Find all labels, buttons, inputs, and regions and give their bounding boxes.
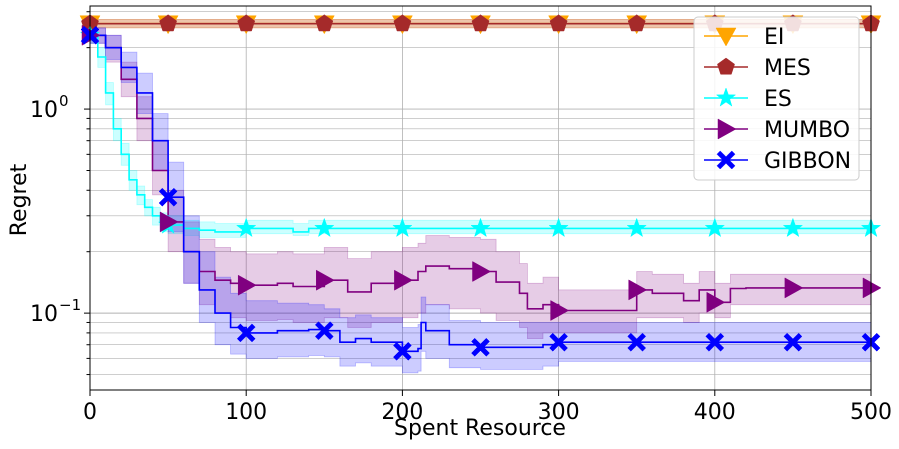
marker-mes (549, 14, 568, 32)
marker-mumbo (862, 277, 882, 299)
marker-es (626, 217, 647, 238)
x-tick-label: 400 (694, 400, 736, 425)
marker-mumbo (159, 211, 179, 233)
marker-gibbon (471, 337, 490, 357)
legend-marker-ei (715, 27, 737, 47)
marker-mes (159, 14, 177, 32)
y-tick-base: 10 (30, 98, 58, 123)
legend-label-mes: MES (764, 56, 811, 81)
marker-es (782, 217, 804, 238)
legend-marker-mumbo (717, 118, 737, 140)
x-tick-label: 300 (538, 400, 580, 425)
y-tick-base: 10 (30, 302, 58, 327)
legend-label-ei: EI (764, 25, 784, 50)
marker-mes (315, 14, 334, 32)
x-tick-label: 100 (225, 400, 267, 425)
marker-mumbo (628, 279, 648, 301)
x-axis-label: Spent Resource (394, 416, 566, 441)
legend-label-gibbon: GIBBON (764, 149, 851, 174)
legend-marker-gibbon (716, 150, 736, 170)
marker-mumbo (237, 274, 257, 296)
marker-mes (393, 14, 412, 32)
marker-es (548, 217, 569, 238)
legend-box (693, 16, 860, 181)
line-es (90, 34, 871, 233)
y-tick-label: 10 −1 (30, 296, 81, 327)
marker-mumbo (472, 261, 492, 282)
legend-marker-mes (717, 57, 735, 75)
marker-gibbon (236, 323, 256, 343)
marker-mumbo (550, 300, 570, 321)
marker-mes (471, 14, 490, 32)
marker-gibbon (783, 332, 803, 352)
y-tick-exponent: −1 (59, 296, 81, 314)
plot-frame (89, 5, 872, 391)
marker-mumbo (316, 269, 335, 291)
marker-gibbon (549, 332, 568, 352)
marker-es (235, 217, 257, 238)
legend-marker-es (715, 87, 737, 107)
marker-gibbon (627, 332, 647, 352)
x-tick-label: 200 (381, 400, 423, 425)
legend-label-mumbo: MUMBO (764, 118, 850, 143)
marker-es (314, 217, 335, 238)
marker-gibbon (393, 341, 412, 361)
legend-label-es: ES (764, 87, 792, 112)
marker-mumbo (706, 291, 726, 313)
marker-mumbo (394, 269, 413, 291)
marker-mes (627, 14, 646, 32)
x-tick-label: 500 (850, 400, 892, 425)
y-axis-label: Regret (7, 163, 32, 236)
line-gibbon (90, 34, 871, 353)
marker-es (470, 217, 491, 238)
legend: EI MES ES MUMBO GIBBON (693, 16, 860, 181)
y-tick-label: 10 0 (30, 92, 69, 123)
marker-gibbon (314, 321, 334, 341)
y-tick-exponent: 0 (59, 92, 69, 110)
marker-gibbon (705, 332, 725, 352)
marker-es (392, 217, 413, 238)
marker-mes (237, 14, 256, 32)
marker-mumbo (784, 277, 804, 299)
marker-es (704, 217, 726, 238)
x-tick-label: 0 (83, 400, 97, 425)
band-gibbon (89, 27, 872, 374)
marker-gibbon (158, 187, 178, 207)
